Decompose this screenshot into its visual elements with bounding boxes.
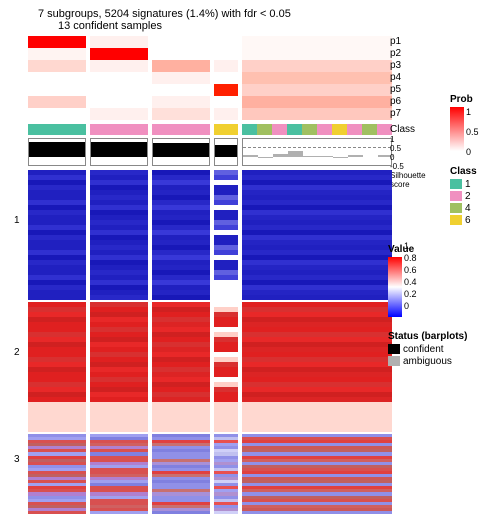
probability-matrix	[28, 36, 392, 120]
class-annotation-label: Class	[390, 124, 415, 135]
prob-row-label: p1	[390, 36, 401, 48]
prob-row-label: p7	[390, 108, 401, 120]
prob-cell	[242, 84, 392, 96]
prob-cell	[90, 36, 148, 48]
title-line-2: 13 confident samples	[58, 20, 496, 32]
row-group-label: 1	[14, 215, 20, 226]
silhouette-axis-labels: 10.50-0.5Silhouette score	[390, 135, 426, 189]
class-legend: Class 1246	[450, 166, 477, 227]
title-block: 7 subgroups, 5204 signatures (1.4%) with…	[38, 8, 496, 32]
prob-row-label: p4	[390, 72, 401, 84]
prob-cell	[242, 72, 392, 84]
prob-cell	[28, 96, 86, 108]
prob-cell	[90, 60, 148, 72]
prob-legend: Prob 10.50	[450, 94, 479, 167]
prob-cell	[214, 36, 238, 48]
status-legend-items: confidentambiguous	[388, 344, 467, 368]
prob-cell	[28, 72, 86, 84]
prob-legend-ticks: 10.50	[466, 107, 479, 167]
prob-legend-scale	[450, 107, 464, 151]
row-group-label: 2	[14, 347, 20, 358]
prob-cell	[214, 72, 238, 84]
prob-cell	[242, 108, 392, 120]
prob-cell	[90, 96, 148, 108]
prob-cell	[152, 72, 210, 84]
prob-cell	[28, 84, 86, 96]
prob-cell	[152, 108, 210, 120]
prob-cell	[28, 48, 86, 60]
probability-labels: p1p2p3p4p5p6p7	[390, 36, 401, 120]
value-legend-ticks: 10.80.60.40.20	[404, 240, 417, 312]
prob-cell	[90, 72, 148, 84]
status-legend-title: Status (barplots)	[388, 331, 467, 342]
prob-cell	[214, 84, 238, 96]
class-legend-title: Class	[450, 166, 477, 177]
prob-row-label: p6	[390, 96, 401, 108]
prob-cell	[242, 96, 392, 108]
prob-row-label: p2	[390, 48, 401, 60]
prob-row-label: p5	[390, 84, 401, 96]
class-annotation-bar	[28, 124, 392, 135]
value-legend: Value 10.80.60.40.20 Status (barplots) c…	[388, 244, 467, 368]
prob-cell	[214, 60, 238, 72]
prob-cell	[28, 60, 86, 72]
prob-cell	[152, 36, 210, 48]
prob-cell	[152, 48, 210, 60]
expression-heatmap	[28, 170, 392, 516]
prob-cell	[242, 60, 392, 72]
prob-cell	[152, 96, 210, 108]
value-legend-scale	[388, 257, 402, 317]
prob-cell	[242, 36, 392, 48]
prob-legend-title: Prob	[450, 94, 479, 105]
prob-cell	[242, 48, 392, 60]
value-legend-title: Value	[388, 244, 467, 255]
prob-cell	[214, 48, 238, 60]
prob-cell	[214, 108, 238, 120]
class-legend-items: 1246	[450, 179, 477, 227]
prob-cell	[152, 60, 210, 72]
title-line-1: 7 subgroups, 5204 signatures (1.4%) with…	[38, 8, 496, 20]
prob-row-label: p3	[390, 60, 401, 72]
prob-cell	[28, 36, 86, 48]
prob-cell	[90, 84, 148, 96]
row-group-label: 3	[14, 454, 20, 465]
prob-cell	[152, 84, 210, 96]
prob-cell	[214, 96, 238, 108]
prob-cell	[28, 108, 86, 120]
prob-cell	[90, 108, 148, 120]
prob-cell	[90, 48, 148, 60]
